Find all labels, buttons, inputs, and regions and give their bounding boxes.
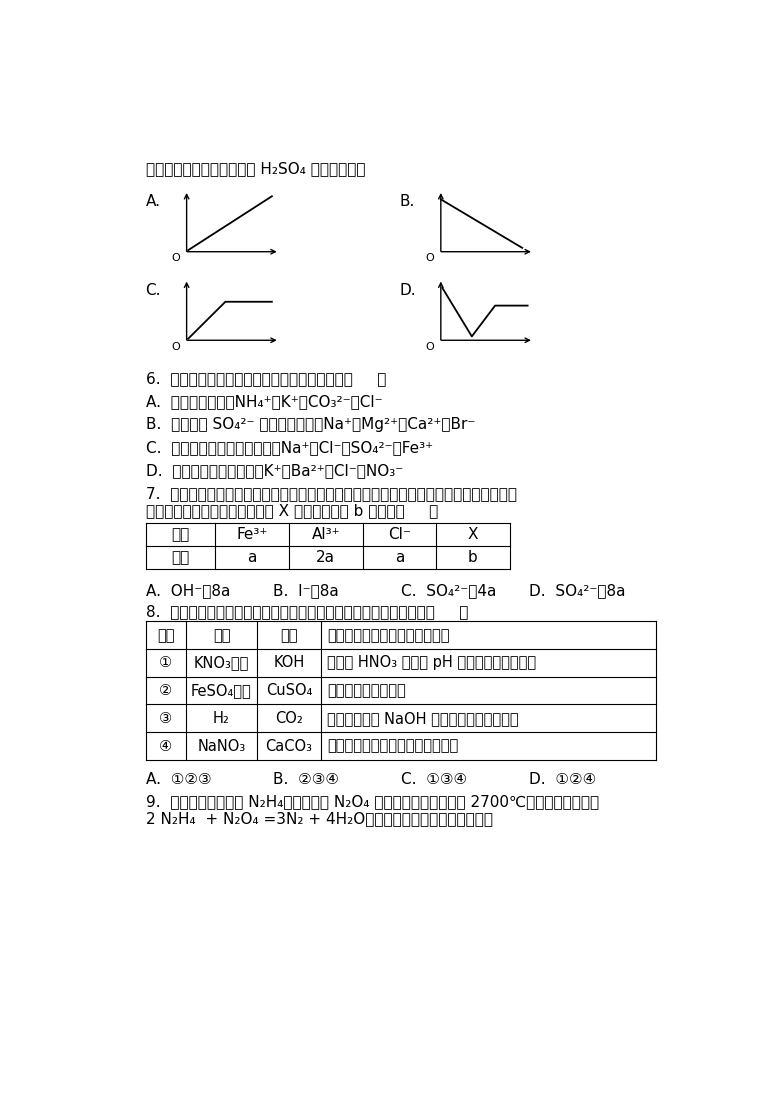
Text: FeSO₄溶液: FeSO₄溶液 — [191, 683, 252, 698]
Text: 的导电性，横坐标为加入的 H₂SO₄ 溶液的体积）: 的导电性，横坐标为加入的 H₂SO₄ 溶液的体积） — [146, 162, 365, 176]
Text: 8.  为除去某物质中所含的杂质，所选用的试剂或操作方法正确的是（     ）: 8. 为除去某物质中所含的杂质，所选用的试剂或操作方法正确的是（ ） — [146, 604, 468, 620]
Text: CO₂: CO₂ — [275, 710, 303, 726]
Text: a: a — [395, 550, 404, 565]
Text: ③: ③ — [159, 710, 172, 726]
Text: C.  SO₄²⁻、4a: C. SO₄²⁻、4a — [401, 582, 497, 598]
Text: KNO₃溶液: KNO₃溶液 — [193, 655, 249, 671]
Text: Cl⁻: Cl⁻ — [388, 527, 411, 542]
Text: a: a — [247, 550, 257, 565]
Text: Al³⁺: Al³⁺ — [311, 527, 340, 542]
Text: H₂: H₂ — [213, 710, 230, 726]
Text: D.: D. — [399, 282, 417, 298]
Text: O: O — [426, 342, 434, 352]
Text: C.  ①③④: C. ①③④ — [401, 772, 467, 788]
Text: 个数: 个数 — [172, 550, 190, 565]
Text: CaCO₃: CaCO₃ — [265, 739, 313, 753]
Text: ②: ② — [159, 683, 172, 698]
Text: 物质: 物质 — [213, 628, 230, 643]
Text: b: b — [468, 550, 478, 565]
Text: CuSO₄: CuSO₄ — [266, 683, 312, 698]
Text: ①: ① — [159, 655, 172, 671]
Text: 加稀盐酸溶解、过滤、蒸发、结晶: 加稀盐酸溶解、过滤、蒸发、结晶 — [327, 739, 458, 753]
Text: 2a: 2a — [316, 550, 335, 565]
Text: 2 N₂H₄  + N₂O₄ =3N₂ + 4H₂O，关于该反应的说法中正确的是: 2 N₂H₄ + N₂O₄ =3N₂ + 4H₂O，关于该反应的说法中正确的是 — [146, 811, 492, 826]
Text: 含有表中所示的四种离子，推测 X 离子及其个数 b 可能为（     ）: 含有表中所示的四种离子，推测 X 离子及其个数 b 可能为（ ） — [146, 503, 438, 518]
Text: 杂质: 杂质 — [280, 628, 298, 643]
Text: D.  无色透明的水溶液中：K⁺、Ba²⁺、Cl⁻、NO₃⁻: D. 无色透明的水溶液中：K⁺、Ba²⁺、Cl⁻、NO₃⁻ — [146, 463, 402, 479]
Text: O: O — [172, 254, 180, 264]
Text: C.: C. — [146, 282, 161, 298]
Text: B.  ②③④: B. ②③④ — [274, 772, 339, 788]
Text: 9.  阿波罗宇宙飞船以 N₂H₄（联氨）和 N₂O₄ 为动力源，反应温度达 2700℃。反应方程式为：: 9. 阿波罗宇宙飞船以 N₂H₄（联氨）和 N₂O₄ 为动力源，反应温度达 27… — [146, 794, 599, 808]
Text: A.: A. — [146, 194, 161, 208]
Text: A.  OH⁻、8a: A. OH⁻、8a — [146, 582, 230, 598]
Text: D.  SO₄²⁻、8a: D. SO₄²⁻、8a — [529, 582, 626, 598]
Text: 除杂质应选用的试剂或操作方法: 除杂质应选用的试剂或操作方法 — [327, 628, 449, 643]
Text: C.  使酚酞溶液变红的溶液中：Na⁺、Cl⁻、SO₄²⁻、Fe³⁺: C. 使酚酞溶液变红的溶液中：Na⁺、Cl⁻、SO₄²⁻、Fe³⁺ — [146, 440, 433, 456]
Text: KOH: KOH — [273, 655, 304, 671]
Text: D.  ①②④: D. ①②④ — [529, 772, 597, 788]
Text: B.  含有大量 SO₄²⁻ 存在的溶液中：Na⁺、Mg²⁺、Ca²⁺、Br⁻: B. 含有大量 SO₄²⁻ 存在的溶液中：Na⁺、Mg²⁺、Ca²⁺、Br⁻ — [146, 417, 475, 432]
Text: O: O — [426, 254, 434, 264]
Text: NaNO₃: NaNO₃ — [197, 739, 246, 753]
Text: B.  I⁻、8a: B. I⁻、8a — [274, 582, 339, 598]
Text: 离子: 离子 — [172, 527, 190, 542]
Text: 6.  下列各组离子在给定条件下能大量共存的是（     ）: 6. 下列各组离子在给定条件下能大量共存的是（ ） — [146, 371, 386, 386]
Text: Fe³⁺: Fe³⁺ — [236, 527, 268, 542]
Text: X: X — [468, 527, 478, 542]
Text: 加入过量铁粉并过滤: 加入过量铁粉并过滤 — [327, 683, 406, 698]
Text: O: O — [172, 342, 180, 352]
Text: B.: B. — [399, 194, 415, 208]
Text: A.  在酸性溶液中：NH₄⁺、K⁺、CO₃²⁻、Cl⁻: A. 在酸性溶液中：NH₄⁺、K⁺、CO₃²⁻、Cl⁻ — [146, 394, 382, 409]
Text: 依次通过盛有 NaOH 溶液和浓硫酸的洗气瓶: 依次通过盛有 NaOH 溶液和浓硫酸的洗气瓶 — [327, 710, 519, 726]
Text: A.  ①②③: A. ①②③ — [146, 772, 211, 788]
Text: 7.  已知在同一溶液中，阴离子所带负电荷之和等于阳离子所带正电荷之和。某溶液中，只: 7. 已知在同一溶液中，阴离子所带负电荷之和等于阳离子所带正电荷之和。某溶液中，… — [146, 486, 516, 502]
Text: 滴入稀 HNO₃ 同时用 pH 计测定至溶液呈中性: 滴入稀 HNO₃ 同时用 pH 计测定至溶液呈中性 — [327, 655, 536, 671]
Text: ④: ④ — [159, 739, 172, 753]
Text: 序号: 序号 — [157, 628, 175, 643]
